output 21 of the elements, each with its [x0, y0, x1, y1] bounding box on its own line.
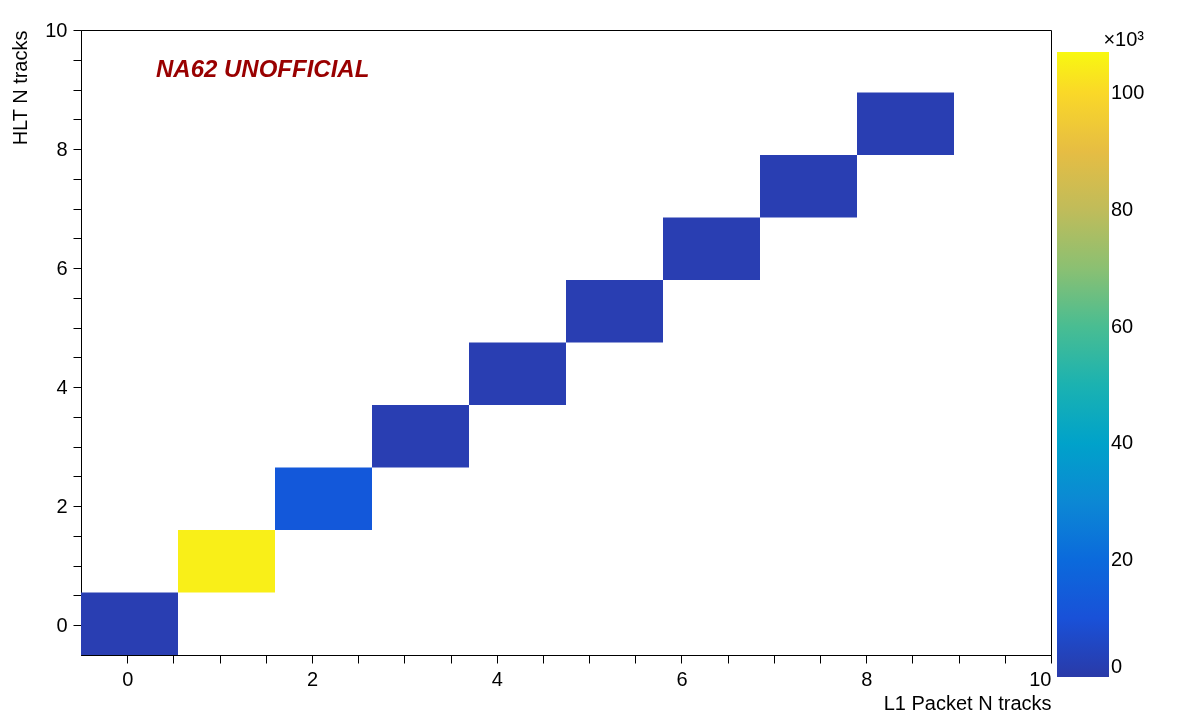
x-tick-label: 4: [491, 667, 503, 690]
color-bar-label: 60: [1111, 314, 1134, 337]
x-tick-label: 2: [306, 667, 319, 690]
color-bar-label: 20: [1111, 548, 1134, 571]
x-tick-label: 10: [1029, 667, 1052, 690]
y-tick-label: 4: [56, 375, 68, 398]
y-axis-title: HLT N tracks: [9, 30, 32, 146]
x-tick-label: 0: [122, 667, 134, 690]
color-bar-label: 40: [1111, 431, 1134, 454]
y-tick-label: 6: [56, 256, 68, 279]
color-bar-label: 100: [1111, 80, 1145, 103]
x-axis-title: L1 Packet N tracks: [883, 691, 1052, 714]
color-bar-title: ×10³: [1103, 28, 1145, 50]
y-tick-label: 8: [56, 137, 68, 160]
x-tick-label: 8: [861, 667, 873, 690]
x-tick-label: 6: [676, 667, 688, 690]
annotation: NA62 UNOFFICIAL: [156, 55, 370, 82]
y-tick-label: 10: [45, 18, 68, 41]
color-bar-label: 80: [1111, 197, 1134, 220]
y-tick-label: 0: [56, 613, 68, 636]
y-tick-label: 2: [56, 494, 68, 517]
